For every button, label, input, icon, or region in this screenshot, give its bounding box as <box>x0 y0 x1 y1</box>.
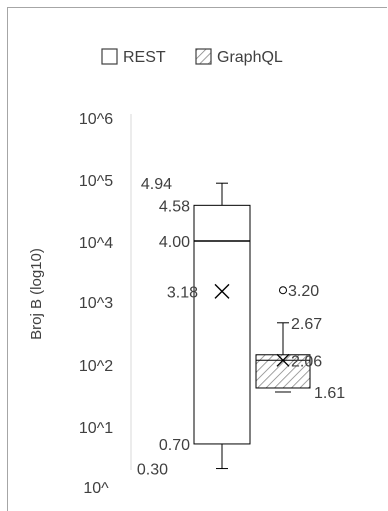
rest-data-label: 0.70 <box>159 437 190 454</box>
y-tick-labels: 10^ 10^1 10^2 10^3 10^4 10^5 10^6 <box>79 111 113 497</box>
legend-label-graphql: GraphQL <box>217 49 283 66</box>
graphql-data-label: 2.06 <box>291 353 322 370</box>
graphql-data-label: 1.61 <box>314 385 345 402</box>
y-tick-label: 10^5 <box>79 173 113 190</box>
box-series <box>193 182 311 470</box>
graphql-outlier <box>279 286 287 295</box>
rest-data-label: 4.94 <box>141 176 172 193</box>
y-tick-label: 10^1 <box>79 420 113 437</box>
y-tick-label: 10^ <box>83 480 109 497</box>
graphql-mean-marker <box>276 353 290 367</box>
y-axis-label: Broj B (log10) <box>28 248 45 340</box>
data-labels: 4.94 4.58 4.00 3.18 0.70 0.30 3.20 2.67 2.06 1.61 <box>137 176 345 478</box>
rest-data-label: 4.00 <box>159 234 190 251</box>
graphql-data-label: 3.20 <box>288 283 319 300</box>
legend: REST GraphQL <box>101 48 283 66</box>
legend-swatch-graphql <box>195 48 212 65</box>
y-tick-label: 10^4 <box>79 235 113 252</box>
chart-frame <box>7 7 387 511</box>
rest-data-label: 4.58 <box>159 198 190 215</box>
y-tick-label: 10^3 <box>79 295 113 312</box>
graphql-data-label: 2.67 <box>291 316 322 333</box>
rest-mean-marker <box>214 283 230 299</box>
y-tick-label: 10^2 <box>79 358 113 375</box>
legend-swatch-rest <box>101 48 118 65</box>
rest-data-label: 0.30 <box>137 462 168 479</box>
y-tick-label: 10^6 <box>79 111 113 128</box>
rest-data-label: 3.18 <box>167 284 198 301</box>
legend-label-rest: REST <box>123 49 166 66</box>
